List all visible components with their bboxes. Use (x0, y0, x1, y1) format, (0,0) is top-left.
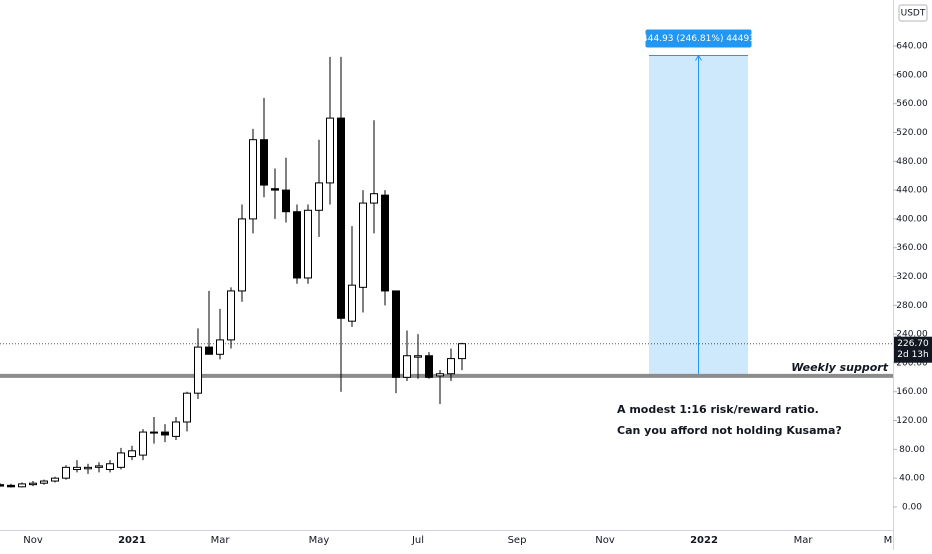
x-tick-label: May (309, 535, 330, 546)
candle-body (139, 431, 147, 456)
candle-body (337, 117, 345, 319)
countdown: 2d 13h (897, 350, 928, 360)
candle-body (238, 218, 246, 292)
candle-body (62, 466, 70, 479)
candle-body (260, 139, 268, 186)
y-tick-label: 640.00 (896, 42, 928, 52)
x-tick-label: Sep (508, 535, 527, 546)
candle-body (359, 202, 367, 288)
candle-body (161, 431, 169, 436)
candle-body (150, 431, 158, 434)
candle-body (40, 480, 48, 484)
plot-area: 444.93 (246.81%) 44493 (0, 29, 893, 488)
y-tick-label: 280.00 (896, 301, 928, 311)
candle-body (304, 209, 312, 279)
candle-body (436, 373, 444, 377)
candle-body (117, 452, 125, 468)
candle-body (414, 355, 422, 358)
x-tick-label: 2021 (118, 535, 146, 546)
candle-body (447, 358, 455, 375)
candle-body (95, 465, 103, 468)
candle-body (73, 466, 81, 471)
candle-body (194, 346, 202, 394)
candle-body (293, 211, 301, 279)
currency: USDT (901, 9, 926, 19)
candle-body (249, 139, 257, 220)
candle-body (392, 290, 400, 378)
y-tick-label: 600.00 (896, 70, 928, 80)
candle-body (51, 477, 59, 482)
y-tick-label: 360.00 (896, 243, 928, 253)
y-tick-label: 320.00 (896, 272, 928, 282)
candle-body (326, 117, 334, 184)
candle-body (172, 421, 180, 437)
y-tick-label: 0.00 (902, 502, 922, 512)
x-tick-label: Nov (23, 535, 43, 546)
support-label: Weekly support (791, 361, 889, 374)
candle-body (183, 392, 191, 423)
projection-label-box (645, 29, 752, 48)
y-tick-label: 120.00 (896, 416, 928, 426)
candle-body (216, 339, 224, 355)
candle-body (18, 483, 26, 488)
x-tick-label: Jul (411, 535, 424, 546)
projection-arrowhead (695, 54, 702, 61)
y-tick-label: 200.00 (896, 358, 928, 368)
y-tick-label: 80.00 (899, 445, 925, 455)
candle-body (370, 193, 378, 204)
last-price-label: 226.70 (897, 339, 929, 349)
candle-body (425, 355, 433, 378)
note: Can you afford not holding Kusama? (617, 424, 842, 437)
x-axis: Nov 2021 Mar May Jul Sep Nov 2022 Mar Ma (23, 535, 899, 546)
candle-body (227, 290, 235, 341)
y-tick-label: 560.00 (896, 99, 928, 109)
y-tick-label: 440.00 (896, 186, 928, 196)
candle-body (84, 466, 92, 470)
candle-body (0, 484, 4, 487)
x-tick-label: 2022 (690, 535, 718, 546)
y-tick-label: 480.00 (896, 157, 928, 167)
y-tick-label: 40.00 (899, 474, 925, 484)
y-tick-label: 520.00 (896, 128, 928, 138)
x-tick-label: Mar (211, 535, 231, 546)
candle-body (106, 463, 114, 471)
x-tick-label: Mar (794, 535, 814, 546)
candle-body (7, 484, 15, 488)
projection-label: 444.93 (246.81%) 44493 (642, 34, 755, 44)
y-tick-label: 240.00 (896, 330, 928, 340)
candle-body (403, 355, 411, 378)
candle-body (282, 189, 290, 213)
x-tick-label: Ma (884, 535, 899, 546)
x-tick-label: Nov (595, 535, 615, 546)
candle-body (315, 182, 323, 211)
last-price-box (894, 336, 932, 363)
candle-body (29, 482, 37, 486)
currency-box[interactable] (898, 4, 928, 22)
y-tick-label: 160.00 (896, 387, 928, 397)
candle-body (128, 450, 136, 458)
candle-body (205, 346, 213, 355)
y-tick-label: 400.00 (896, 214, 928, 224)
candle-body (271, 188, 279, 191)
candle-body (381, 194, 389, 292)
candle-body (348, 284, 356, 322)
candle-body (458, 343, 466, 360)
note: A modest 1:16 risk/reward ratio. (617, 403, 819, 416)
